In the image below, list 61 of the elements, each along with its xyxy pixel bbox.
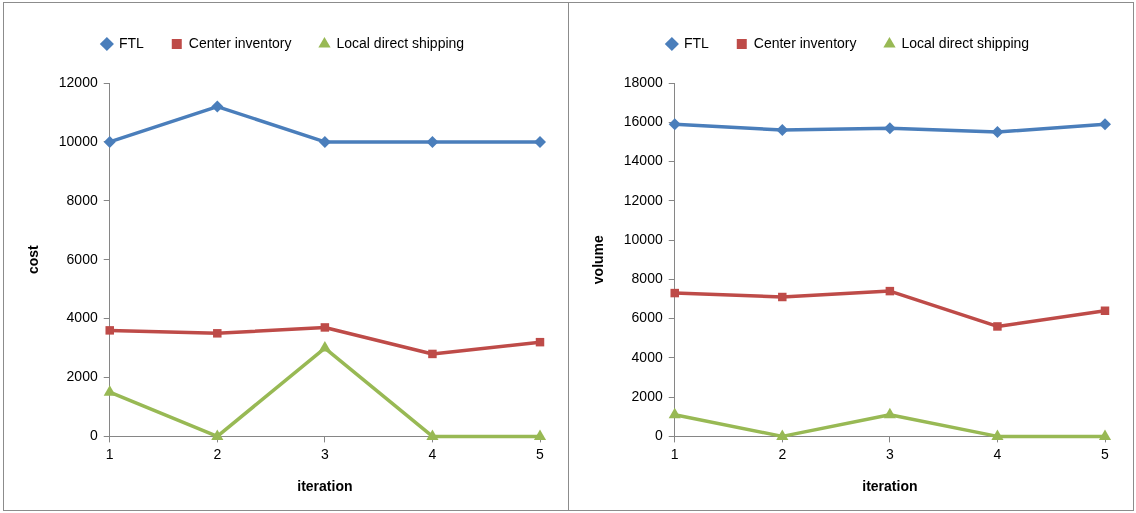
legend-label: FTL	[683, 34, 709, 51]
point	[318, 341, 331, 352]
y-tick-label: 10000	[58, 132, 98, 149]
point	[993, 322, 1002, 331]
y-tick-label: 2000	[631, 387, 663, 404]
y-tick-label: 0	[654, 427, 663, 444]
x-tick-label: 5	[1101, 445, 1110, 462]
y-axis-title: volume	[590, 234, 607, 285]
y-tick-label: 6000	[631, 309, 663, 326]
legend-label: Center inventory	[188, 34, 292, 51]
point	[776, 429, 789, 440]
x-tick-label: 3	[320, 445, 329, 462]
point	[534, 135, 546, 148]
point	[320, 323, 330, 332]
point	[670, 288, 679, 298]
x-tick-label: 2	[778, 445, 787, 462]
point	[668, 118, 681, 131]
x-tick-label: 3	[885, 445, 894, 462]
legend-label: Local direct shipping	[336, 34, 465, 51]
point	[105, 326, 114, 335]
y-tick-label: 2000	[66, 368, 98, 385]
y-tick-label: 4000	[66, 309, 98, 326]
point	[211, 429, 224, 440]
y-tick-label: 10000	[623, 230, 663, 247]
y-tick-label: 12000	[58, 73, 98, 90]
y-tick-label: 4000	[631, 348, 663, 365]
point	[1099, 118, 1111, 131]
legend-label: FTL	[118, 34, 144, 51]
y-tick-label: 8000	[66, 191, 98, 208]
legend-label: Center inventory	[753, 34, 857, 51]
y-tick-label: 16000	[623, 113, 663, 130]
x-axis-title: iteration	[862, 478, 918, 495]
point	[883, 407, 896, 419]
x-tick-label: 4	[993, 445, 1002, 462]
point	[426, 429, 439, 440]
y-tick-label: 14000	[623, 152, 663, 169]
point	[103, 135, 116, 148]
y-tick-label: 18000	[623, 73, 663, 90]
point	[533, 429, 547, 440]
point	[103, 385, 116, 396]
x-tick-label: 4	[428, 445, 437, 462]
y-axis-title: cost	[25, 244, 42, 275]
point	[213, 329, 222, 338]
point	[991, 126, 1004, 139]
point	[778, 292, 787, 302]
x-tick-label: 2	[213, 445, 222, 462]
point	[668, 407, 681, 419]
point	[1098, 429, 1112, 440]
x-tick-label: 1	[670, 445, 679, 462]
x-axis-title: iteration	[297, 478, 353, 495]
point	[318, 135, 331, 148]
point	[428, 349, 437, 359]
legend-label: Local direct shipping	[901, 34, 1030, 51]
point	[991, 429, 1004, 440]
y-tick-label: 8000	[631, 270, 663, 287]
point	[211, 100, 224, 113]
x-tick-label: 1	[105, 445, 114, 462]
y-tick-label: 6000	[66, 250, 98, 267]
x-tick-label: 5	[536, 445, 545, 462]
y-tick-label: 12000	[623, 191, 663, 208]
y-tick-label: 0	[89, 427, 98, 444]
